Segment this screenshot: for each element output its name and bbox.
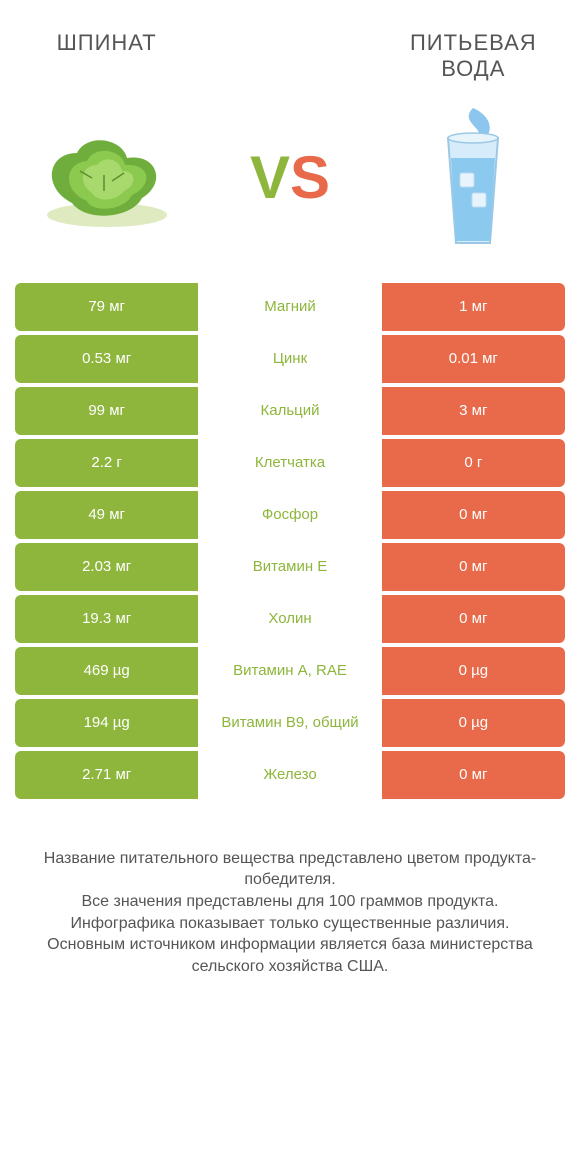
right-value: 0 мг — [382, 595, 565, 643]
left-value: 0.53 мг — [15, 335, 198, 383]
table-row: 79 мгМагний1 мг — [15, 283, 565, 331]
right-value: 0.01 мг — [382, 335, 565, 383]
left-value: 2.2 г — [15, 439, 198, 487]
footnote-line: Инфографика показывает только существенн… — [30, 913, 550, 935]
right-value: 0 г — [382, 439, 565, 487]
left-title: ШПИНАТ — [15, 30, 198, 56]
left-value: 99 мг — [15, 387, 198, 435]
image-row: VS — [0, 93, 580, 283]
left-value: 19.3 мг — [15, 595, 198, 643]
vs-v: V — [250, 144, 290, 211]
right-value: 3 мг — [382, 387, 565, 435]
nutrient-label: Магний — [198, 283, 381, 331]
table-row: 2.71 мгЖелезо0 мг — [15, 751, 565, 799]
header-left: ШПИНАТ — [15, 30, 198, 56]
left-value: 2.71 мг — [15, 751, 198, 799]
nutrient-label: Железо — [198, 751, 381, 799]
table-row: 99 мгКальций3 мг — [15, 387, 565, 435]
nutrient-label: Витамин B9, общий — [198, 699, 381, 747]
comparison-table: 79 мгМагний1 мг0.53 мгЦинк0.01 мг99 мгКа… — [0, 283, 580, 799]
vs-label: VS — [198, 148, 381, 208]
left-value: 79 мг — [15, 283, 198, 331]
left-value: 49 мг — [15, 491, 198, 539]
table-row: 194 µgВитамин B9, общий0 µg — [15, 699, 565, 747]
right-value: 1 мг — [382, 283, 565, 331]
header: ШПИНАТ ПИТЬЕВАЯ ВОДА — [0, 0, 580, 93]
table-row: 469 µgВитамин A, RAE0 µg — [15, 647, 565, 695]
table-row: 2.03 мгВитамин E0 мг — [15, 543, 565, 591]
footnote-line: Все значения представлены для 100 граммо… — [30, 891, 550, 913]
right-title: ПИТЬЕВАЯ ВОДА — [382, 30, 565, 83]
nutrient-label: Клетчатка — [198, 439, 381, 487]
footnote-line: Название питательного вещества представл… — [30, 848, 550, 891]
header-right: ПИТЬЕВАЯ ВОДА — [382, 30, 565, 83]
left-value: 2.03 мг — [15, 543, 198, 591]
left-value: 469 µg — [15, 647, 198, 695]
nutrient-label: Витамин E — [198, 543, 381, 591]
nutrient-label: Фосфор — [198, 491, 381, 539]
right-value: 0 мг — [382, 491, 565, 539]
nutrient-label: Холин — [198, 595, 381, 643]
vs-s: S — [290, 144, 330, 211]
table-row: 0.53 мгЦинк0.01 мг — [15, 335, 565, 383]
footnote-line: Основным источником информации является … — [30, 934, 550, 977]
table-row: 49 мгФосфор0 мг — [15, 491, 565, 539]
table-row: 2.2 гКлетчатка0 г — [15, 439, 565, 487]
nutrient-label: Витамин A, RAE — [198, 647, 381, 695]
left-value: 194 µg — [15, 699, 198, 747]
footnote: Название питательного вещества представл… — [0, 803, 580, 1008]
table-row: 19.3 мгХолин0 мг — [15, 595, 565, 643]
water-glass-icon — [382, 103, 565, 253]
right-value: 0 мг — [382, 751, 565, 799]
spinach-icon — [15, 123, 198, 233]
nutrient-label: Цинк — [198, 335, 381, 383]
right-value: 0 мг — [382, 543, 565, 591]
right-value: 0 µg — [382, 699, 565, 747]
nutrient-label: Кальций — [198, 387, 381, 435]
right-value: 0 µg — [382, 647, 565, 695]
